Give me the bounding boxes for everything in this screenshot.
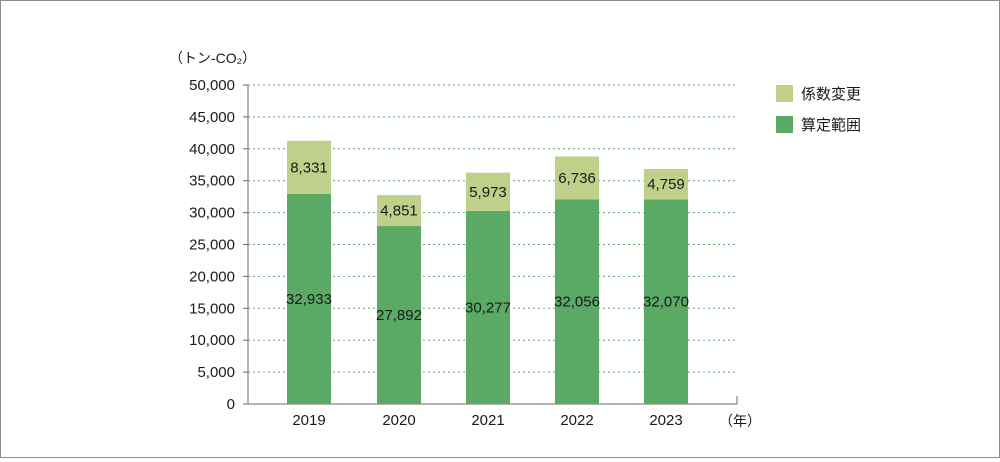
bar-keisuu-henkou-2022 bbox=[555, 156, 599, 200]
y-tick-label: 25,000 bbox=[189, 237, 235, 254]
bar-sanntei-hanni-2019 bbox=[287, 193, 331, 404]
x-tick-label: 2022 bbox=[560, 412, 593, 429]
x-tick-label: 2021 bbox=[471, 412, 504, 429]
bar-keisuu-henkou-2023 bbox=[644, 169, 688, 200]
y-tick-label: 45,000 bbox=[189, 109, 235, 126]
data-label-keisuu-henkou: 4,759 bbox=[647, 176, 685, 193]
data-label-keisuu-henkou: 6,736 bbox=[558, 170, 596, 187]
y-axis-unit-label: （トン-CO₂） bbox=[169, 50, 256, 66]
y-tick-label: 30,000 bbox=[189, 205, 235, 222]
data-label-sanntei-hanni: 32,933 bbox=[286, 291, 332, 308]
data-labels: 32,933 8,331 27,892 4,851 30,277 5,973 32,056 6… bbox=[286, 159, 689, 324]
data-label-sanntei-hanni: 32,056 bbox=[554, 294, 600, 311]
y-tick-label: 10,000 bbox=[189, 332, 235, 349]
data-label-keisuu-henkou: 4,851 bbox=[380, 203, 418, 220]
y-tick-label: 40,000 bbox=[189, 141, 235, 158]
x-tick-label: 2019 bbox=[292, 412, 325, 429]
data-label-sanntei-hanni: 32,070 bbox=[643, 294, 689, 311]
y-tick-label: 0 bbox=[227, 396, 235, 413]
legend-label: 算定範囲 bbox=[801, 116, 861, 134]
data-label-keisuu-henkou: 8,331 bbox=[290, 159, 328, 176]
y-tick-label: 35,000 bbox=[189, 173, 235, 190]
y-tick-label: 15,000 bbox=[189, 300, 235, 317]
data-label-sanntei-hanni: 27,892 bbox=[376, 307, 422, 324]
y-tick-label: 20,000 bbox=[189, 268, 235, 285]
bar-sanntei-hanni-2020 bbox=[377, 226, 421, 404]
bar-sanntei-hanni-2023 bbox=[644, 199, 688, 404]
bar-sanntei-hanni-2022 bbox=[555, 199, 599, 404]
legend-swatch bbox=[776, 85, 793, 102]
bars bbox=[287, 140, 688, 404]
bar-keisuu-henkou-2019 bbox=[287, 140, 331, 194]
data-label-sanntei-hanni: 30,277 bbox=[465, 299, 511, 316]
bar-keisuu-henkou-2020 bbox=[377, 195, 421, 227]
y-tick-label: 50,000 bbox=[189, 77, 235, 94]
x-tick-label: 2020 bbox=[382, 412, 415, 429]
bar-keisuu-henkou-2021 bbox=[466, 172, 510, 211]
x-axis-unit-label: （年） bbox=[719, 413, 761, 429]
legend-swatch bbox=[776, 116, 793, 133]
x-tick-label: 2023 bbox=[649, 412, 682, 429]
y-tick-label: 5,000 bbox=[197, 364, 235, 381]
legend-label: 係数変更 bbox=[801, 86, 861, 103]
tick-labels: 0 5,000 10,000 15,000 20,000 25,000 30,000 35,0… bbox=[189, 77, 683, 429]
bar-sanntei-hanni-2021 bbox=[466, 210, 510, 404]
data-label-keisuu-henkou: 5,973 bbox=[469, 184, 507, 201]
